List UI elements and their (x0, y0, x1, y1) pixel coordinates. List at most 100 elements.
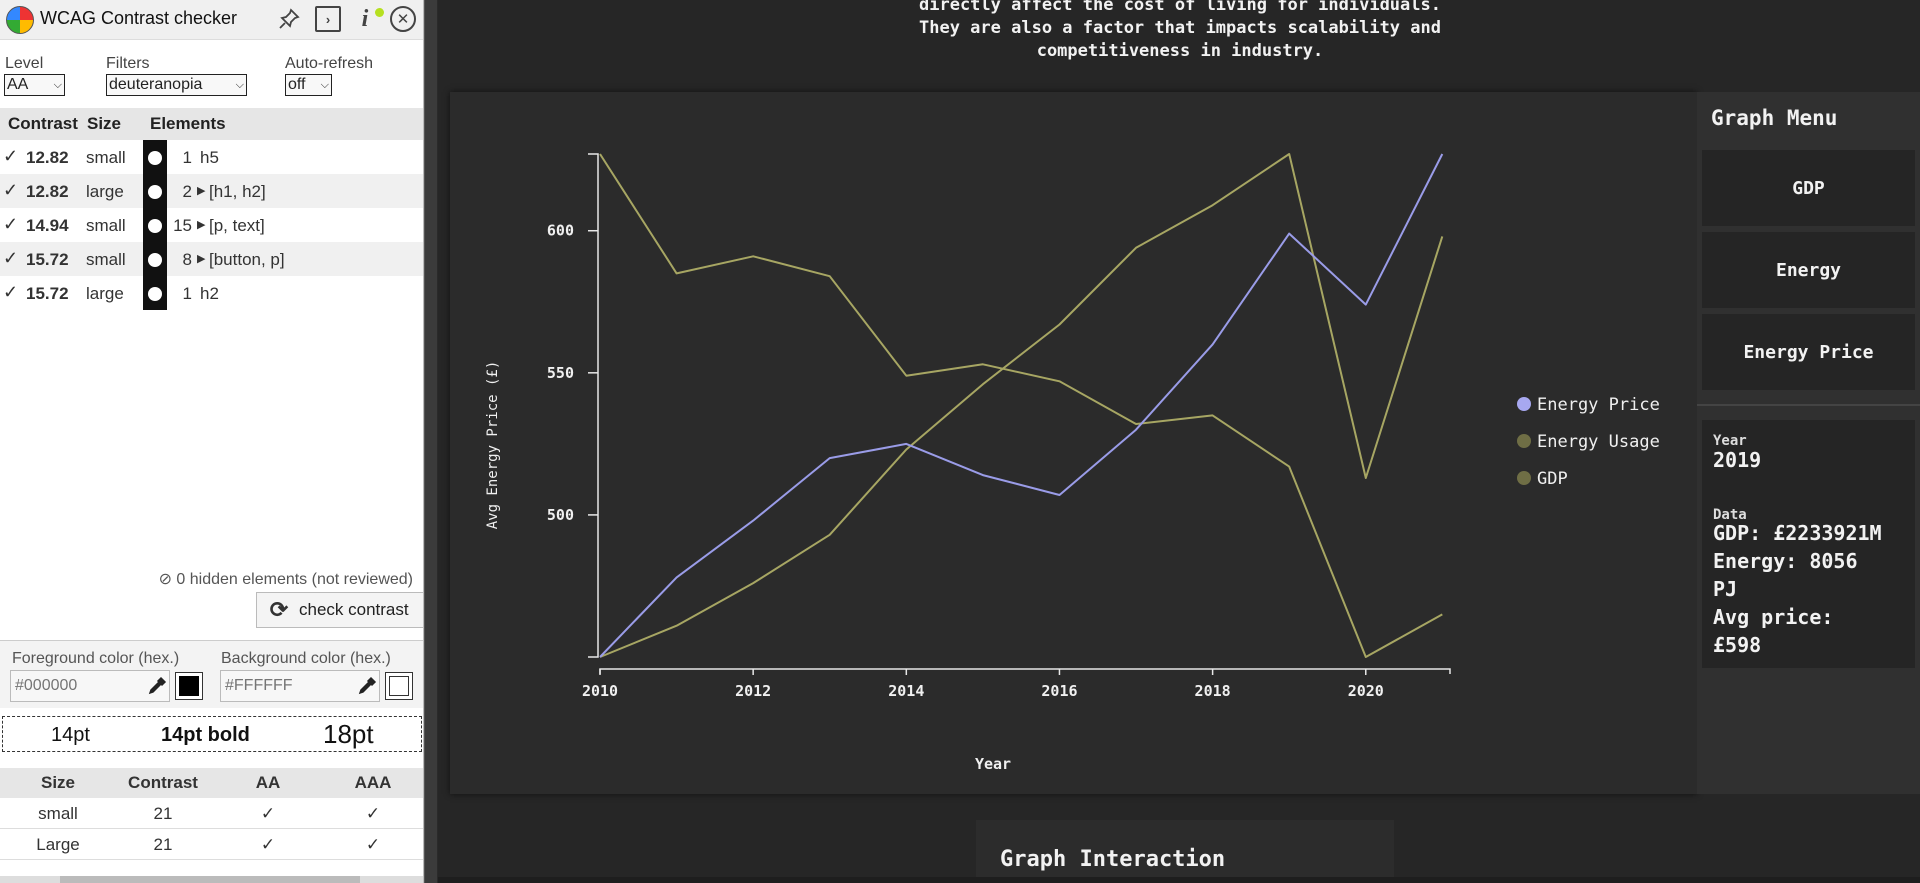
logo-icon (6, 6, 34, 34)
hidden-elements-text: 0 hidden elements (not reviewed) (176, 571, 413, 588)
contrast-checker-panel: WCAG Contrast checker › i ✕ Level AA ⌵ Fi… (0, 0, 424, 883)
refresh-icon: ⟳ (269, 597, 289, 622)
foreground-color-swatch[interactable] (175, 672, 203, 700)
aa-check-icon: ✓ (260, 804, 276, 823)
panel-resize-handle[interactable] (424, 0, 438, 883)
x-axis-title: Year (975, 755, 1011, 773)
check-icon: ✓ (3, 282, 19, 302)
size-column-header: Size (87, 114, 122, 133)
eyedropper-icon[interactable] (354, 672, 380, 700)
req-contrast-header: Contrast (128, 773, 198, 792)
graph-card: 500 550 600 2010 2012 2014 2016 2018 2020 Year Avg… (450, 92, 1697, 794)
aaa-check-icon: ✓ (365, 804, 381, 823)
text-size-samples: 14pt 14pt bold 18pt (2, 716, 422, 752)
req-size-header: Size (40, 773, 76, 792)
req-aa-header: AA (255, 773, 281, 792)
level-select-value: AA (7, 76, 29, 93)
req-size: small (38, 804, 78, 823)
result-row[interactable]: ✓ 12.82 large 2 ▶ [h1, h2] (0, 174, 423, 208)
element-count: 8 (182, 250, 192, 269)
panel-scrollbar-thumb[interactable] (60, 876, 360, 883)
result-row[interactable]: ✓ 14.94 small 15 ▶ [p, text] (0, 208, 423, 242)
y-axis-line (588, 153, 599, 658)
legend-label: GDP (1537, 469, 1568, 489)
contrast-column-header: Contrast (8, 114, 78, 133)
background-color-swatch[interactable] (385, 672, 413, 700)
year-label: Year (1713, 433, 1747, 449)
graph-interaction-title: Graph Interaction (1000, 847, 1226, 872)
info-icon[interactable]: i (361, 5, 369, 32)
filters-select[interactable]: deuteranopia ⌵ (106, 74, 247, 96)
aa-check-icon: ✓ (260, 835, 276, 854)
requirements-header: Size Contrast AA AAA (0, 768, 423, 798)
background-label: Background color (hex.) (221, 650, 391, 667)
expand-arrow-icon[interactable]: ▶ (197, 253, 206, 265)
contrast-ratio: 14.94 (26, 216, 69, 235)
check-contrast-button[interactable]: ⟳ check contrast (256, 592, 423, 628)
eyedropper-icon[interactable] (144, 672, 170, 700)
energy-button[interactable]: Energy (1702, 232, 1915, 308)
color-sample-swatch (143, 208, 167, 242)
foreground-label: Foreground color (hex.) (12, 650, 180, 667)
element-count: 1 (182, 284, 192, 303)
result-row[interactable]: ✓ 15.72 small 8 ▶ [button, p] (0, 242, 423, 276)
page-bottom-edge (438, 877, 1920, 883)
autorefresh-select[interactable]: off ⌵ (285, 74, 332, 96)
energy-price-button[interactable]: Energy Price (1702, 314, 1915, 390)
results-header: Contrast Size Elements (0, 108, 423, 140)
foreground-color-fill (179, 676, 199, 696)
series-line-energy-usage (599, 153, 1443, 658)
background-color-input[interactable] (220, 670, 380, 702)
panel-title-bar: WCAG Contrast checker › i ✕ (0, 0, 423, 40)
x-tick-label: 2020 (1348, 682, 1384, 700)
chevron-down-icon: ⌵ (320, 78, 329, 91)
result-row[interactable]: ✓ 15.72 large 1 h2 (0, 276, 423, 310)
level-select[interactable]: AA ⌵ (4, 74, 65, 96)
contrast-ratio: 12.82 (26, 182, 69, 201)
check-icon: ✓ (3, 248, 19, 268)
expand-arrow-icon[interactable]: ▶ (197, 219, 206, 231)
x-tick-label: 2010 (582, 682, 618, 700)
sidebar-toggle-icon[interactable]: › (315, 6, 341, 32)
req-aaa-header: AAA (354, 773, 392, 792)
intro-line: They are also a factor that impacts scal… (919, 18, 1441, 38)
panel-title: WCAG Contrast checker (40, 8, 238, 28)
filters-select-value: deuteranopia (109, 76, 203, 93)
chevron-down-icon: ⌵ (53, 78, 62, 91)
intro-paragraph: directly affect the cost of living for i… (880, 0, 1480, 63)
pin-icon[interactable] (276, 6, 302, 32)
text-size: large (86, 182, 124, 201)
autorefresh-select-value: off (288, 76, 306, 93)
energy-unit-readout: PJ (1713, 577, 1738, 601)
element-list: h2 (200, 284, 219, 303)
filters-label: Filters (106, 55, 150, 72)
energy-readout: Energy: 8056 (1713, 549, 1858, 573)
element-list: [p, text] (209, 216, 265, 235)
result-row[interactable]: ✓ 12.82 small 1 h5 (0, 140, 423, 174)
year-value: 2019 (1713, 448, 1762, 472)
requirements-row: Large 21 ✓ ✓ (0, 829, 423, 860)
x-tick-label: 2018 (1195, 682, 1231, 700)
expand-arrow-icon[interactable]: ▶ (197, 185, 206, 197)
close-icon[interactable]: ✕ (390, 6, 416, 32)
element-list: h5 (200, 148, 219, 167)
gdp-readout: GDP: £2233921M (1713, 521, 1882, 545)
series-line-energy-price (599, 153, 1444, 658)
sample-14pt-bold: 14pt bold (161, 724, 250, 746)
avg-price-label: Avg price: (1713, 605, 1834, 629)
x-axis-line (599, 668, 1451, 674)
x-tick-label: 2016 (1041, 682, 1077, 700)
gdp-button[interactable]: GDP (1702, 150, 1915, 226)
foreground-color-input[interactable] (10, 670, 170, 702)
legend-dot-icon (1517, 471, 1531, 485)
data-label: Data (1713, 507, 1747, 523)
elements-column-header: Elements (150, 114, 226, 133)
line-chart[interactable]: 500 550 600 2010 2012 2014 2016 2018 2020 Year Avg… (450, 92, 1697, 794)
x-tick-label: 2014 (888, 682, 924, 700)
contrast-ratio: 15.72 (26, 250, 69, 269)
legend-dot-icon (1517, 397, 1531, 411)
check-icon: ✓ (3, 180, 19, 200)
hidden-elements-note: ⊘ 0 hidden elements (not reviewed) (159, 569, 413, 589)
aaa-check-icon: ✓ (365, 835, 381, 854)
avg-price-readout: £598 (1713, 633, 1762, 657)
